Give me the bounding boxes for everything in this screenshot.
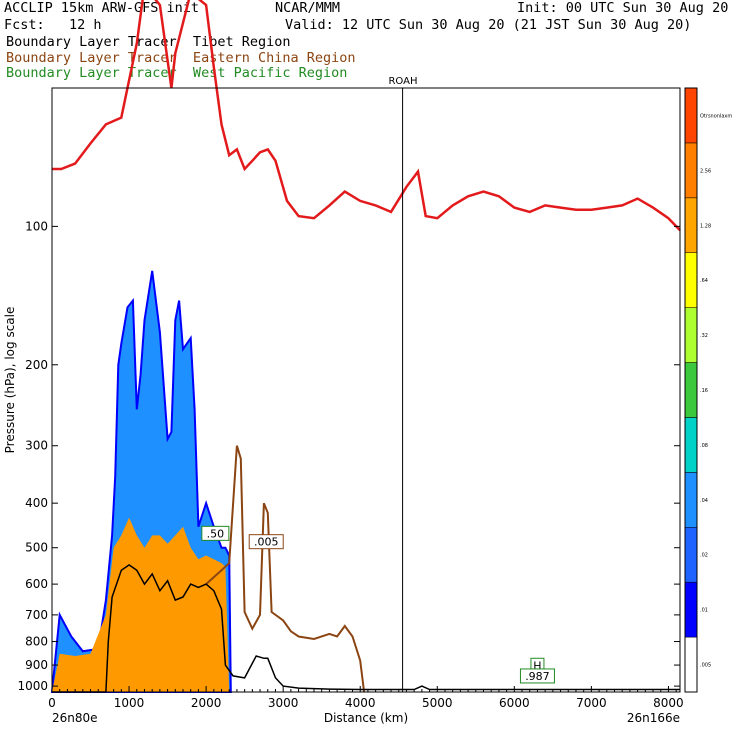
x-tick-label: 1000 [114, 696, 145, 710]
contour-label: H [533, 659, 541, 672]
x-start-label: 26n80e [52, 711, 98, 725]
marker-label: ROAH [388, 76, 417, 87]
y-tick-label: 800 [25, 635, 48, 649]
y-tick-label: 700 [25, 608, 48, 622]
contour-label-box [201, 525, 230, 541]
y-tick-label: 300 [25, 439, 48, 453]
x-tick-label: 4000 [345, 696, 376, 710]
colorbar-label: .08 [700, 443, 708, 449]
header-line2-right: Valid: 12 UTC Sun 30 Aug 20 (21 JST Sun … [285, 17, 692, 33]
colorbar-segment [684, 87, 698, 144]
x-end-label: 26n166e [627, 711, 680, 725]
y-tick-label: 900 [25, 658, 48, 672]
y-tick-label: 1000 [17, 679, 48, 693]
contour-labels: .005 .50 H.987 [201, 525, 555, 684]
eastern-china-contour [205, 445, 366, 693]
colorbar-segment [684, 472, 698, 528]
x-tick-label: 6000 [499, 696, 530, 710]
header-line2-left: Fcst: 12 h [4, 17, 102, 33]
x-tick-label: 5000 [422, 696, 453, 710]
x-axis-label: Distance (km) [324, 711, 408, 725]
colorbar-segment [684, 581, 698, 638]
colorbar-label: 2.56 [700, 168, 711, 174]
colorbar-segment [684, 636, 698, 693]
colorbar-label: .16 [700, 388, 708, 394]
contour-label: .005 [254, 536, 279, 549]
colorbar-label: .01 [700, 608, 708, 614]
colorbar: .005 .01 .02 .04 .08 .16 .32 .64 1.28 2.56 Otrsnon… [684, 87, 732, 693]
y-axis-label: Pressure (hPa), log scale [3, 307, 17, 454]
colorbar-label: .32 [700, 333, 708, 339]
y-tick-label: 200 [25, 358, 48, 372]
tracer-core [52, 517, 230, 692]
y-tick-label: 400 [25, 496, 48, 510]
colorbar-label: .005 [700, 663, 711, 669]
colorbar-label: 1.28 [700, 223, 711, 229]
colorbar-segment [684, 527, 698, 583]
x-tick-label: 2000 [191, 696, 222, 710]
colorbar-segment [684, 362, 698, 418]
axis-ticks: 0 1000 2000 3000 4000 5000 6000 7000 80001002003… [17, 219, 683, 710]
colorbar-label: Otrsnonlaxm [700, 113, 732, 119]
tropopause-line [52, 0, 681, 232]
colorbar-segment [684, 197, 698, 253]
plot-frame [51, 87, 681, 693]
contour-label: .50 [207, 527, 225, 540]
x-tick-label: 0 [48, 696, 56, 710]
x-tick-label: 3000 [268, 696, 299, 710]
tibet-terrain-line [52, 563, 680, 693]
colorbar-segment [684, 142, 698, 199]
colorbar-label: .64 [700, 278, 708, 284]
y-tick-label: 100 [25, 219, 48, 233]
legend-west-pacific: Boundary Layer Tracer West Pacific Regio… [6, 65, 348, 81]
contour-label-box [519, 668, 555, 684]
contour-label-box [248, 534, 284, 550]
contour-lines [52, 0, 681, 693]
colorbar-label: .04 [700, 498, 708, 504]
y-tick-label: 600 [25, 577, 48, 591]
colorbar-label: .02 [700, 553, 708, 559]
header-line1-right: Init: 00 UTC Sun 30 Aug 20 [517, 0, 729, 16]
tracer-fill [50, 270, 232, 693]
colorbar-segment [684, 417, 698, 473]
contour-label: .987 [525, 670, 550, 683]
legend-eastern-china: Boundary Layer Tracer Eastern China Regi… [6, 50, 356, 66]
x-tick-label: 8000 [653, 696, 684, 710]
y-tick-label: 500 [25, 541, 48, 555]
colorbar-segment [684, 307, 698, 363]
header-line1-left: ACCLIP 15km ARW-GFS init [4, 0, 200, 16]
x-tick-label: 7000 [576, 696, 607, 710]
colorbar-frame [684, 87, 698, 693]
header-line1-mid: NCAR/MMM [275, 0, 341, 16]
colorbar-segment [684, 252, 698, 308]
